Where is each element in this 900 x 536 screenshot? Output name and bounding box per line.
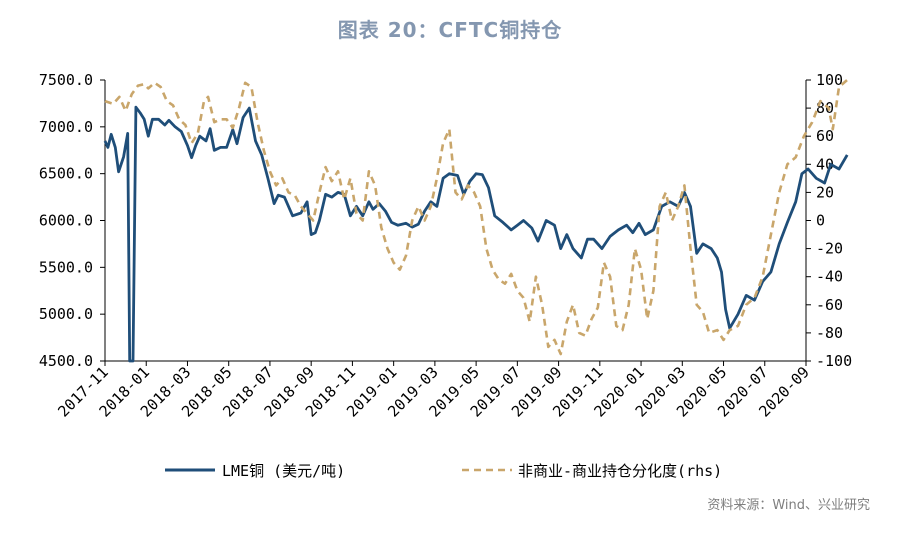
- y-right-tick-label: -100: [816, 352, 852, 370]
- y-right-tick-label: 100: [816, 71, 843, 89]
- y-left-tick-label: 5000.0: [39, 305, 93, 323]
- y-right-tick-label: -80: [816, 324, 843, 342]
- y-right-tick-label: 80: [816, 99, 834, 117]
- y-right-tick-label: -40: [816, 268, 843, 286]
- y-left-tick-label: 6500.0: [39, 165, 93, 183]
- legend-label-divergence: 非商业-商业持仓分化度(rhs): [518, 462, 722, 480]
- y-left-tick-label: 7000.0: [39, 118, 93, 136]
- source-note: 资料来源：Wind、兴业研究: [707, 498, 870, 513]
- y-left-tick-label: 5500.0: [39, 258, 93, 276]
- chart-title: 图表 20：CFTC铜持仓: [337, 18, 563, 42]
- chart-lines: [103, 79, 849, 363]
- legend-label-lme: LME铜 (美元/吨): [222, 462, 345, 480]
- y-right-tick-label: 0: [816, 212, 825, 230]
- chart-axes: 7500.0 7000.0 6500.0 6000.0 5500.0 5000.0 4500…: [39, 71, 852, 421]
- y-right-tick-label: -20: [816, 240, 843, 258]
- chart-legend: LME铜 (美元/吨) 非商业-商业持仓分化度(rhs): [165, 462, 722, 480]
- series-line-position-divergence: [104, 79, 849, 356]
- y-left-tick-label: 6000.0: [39, 212, 93, 230]
- y-left-tick-label: 7500.0: [39, 71, 93, 89]
- y-left-tick-label: 4500.0: [39, 352, 93, 370]
- y-right-tick-label: -60: [816, 296, 843, 314]
- series-line-lme-copper: [103, 105, 849, 363]
- y-right-tick-label: 60: [816, 127, 834, 145]
- y-right-tick-label: 20: [816, 183, 834, 201]
